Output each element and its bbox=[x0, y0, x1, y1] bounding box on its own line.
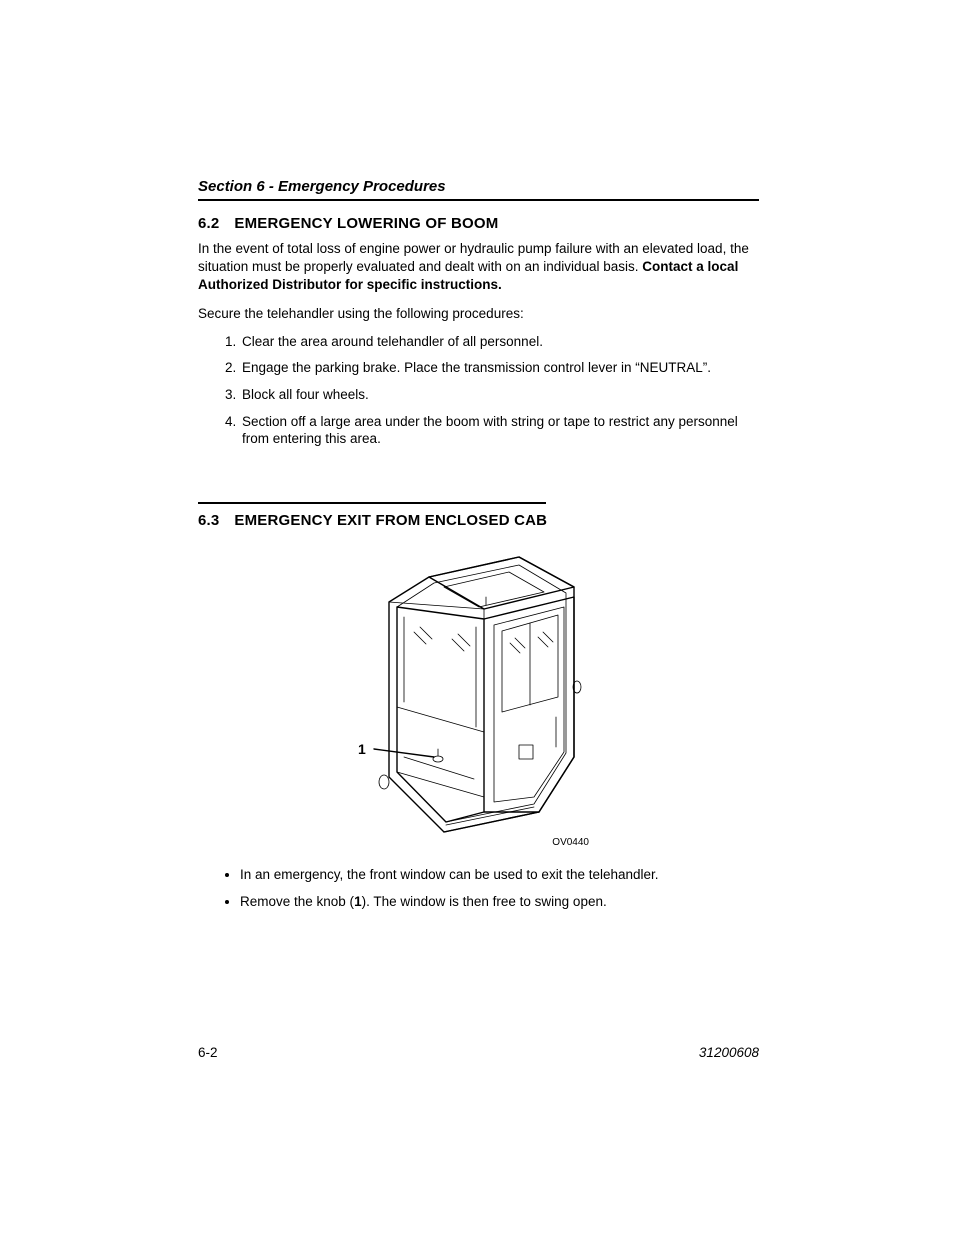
bullet-item: Remove the knob (1). The window is then … bbox=[240, 893, 759, 911]
page-footer: 6-2 31200608 bbox=[198, 1045, 759, 1060]
figure-cab: 1 OV0440 bbox=[198, 547, 759, 852]
section-rule bbox=[198, 502, 546, 504]
lead-text: Secure the telehandler using the followi… bbox=[198, 305, 759, 323]
heading-title: EMERGENCY EXIT FROM ENCLOSED CAB bbox=[234, 512, 547, 529]
callout-1-label: 1 bbox=[358, 741, 366, 757]
step-item: Engage the parking brake. Place the tran… bbox=[240, 359, 759, 377]
bullet-text: Remove the knob ( bbox=[240, 894, 354, 909]
heading-number: 6.2 bbox=[198, 215, 230, 232]
step-item: Section off a large area under the boom … bbox=[240, 413, 759, 448]
heading-title: EMERGENCY LOWERING OF BOOM bbox=[234, 215, 498, 232]
heading-number: 6.3 bbox=[198, 512, 230, 529]
heading-6-2: 6.2 EMERGENCY LOWERING OF BOOM bbox=[198, 215, 759, 232]
intro-paragraph: In the event of total loss of engine pow… bbox=[198, 240, 759, 295]
bullet-text: ). The window is then free to swing open… bbox=[362, 894, 607, 909]
bullet-callout-ref: 1 bbox=[354, 894, 362, 909]
steps-list: Clear the area around telehandler of all… bbox=[198, 333, 759, 448]
page: Section 6 - Emergency Procedures 6.2 EME… bbox=[0, 0, 954, 1235]
figure-code: OV0440 bbox=[552, 837, 589, 848]
page-number: 6-2 bbox=[198, 1045, 218, 1060]
cab-line-drawing: 1 bbox=[334, 547, 624, 847]
document-number: 31200608 bbox=[699, 1045, 759, 1060]
section-header: Section 6 - Emergency Procedures bbox=[198, 178, 759, 201]
step-item: Block all four wheels. bbox=[240, 386, 759, 404]
step-item: Clear the area around telehandler of all… bbox=[240, 333, 759, 351]
heading-6-3: 6.3 EMERGENCY EXIT FROM ENCLOSED CAB bbox=[198, 512, 759, 529]
bullet-item: In an emergency, the front window can be… bbox=[240, 866, 759, 884]
bullets-list: In an emergency, the front window can be… bbox=[198, 866, 759, 911]
